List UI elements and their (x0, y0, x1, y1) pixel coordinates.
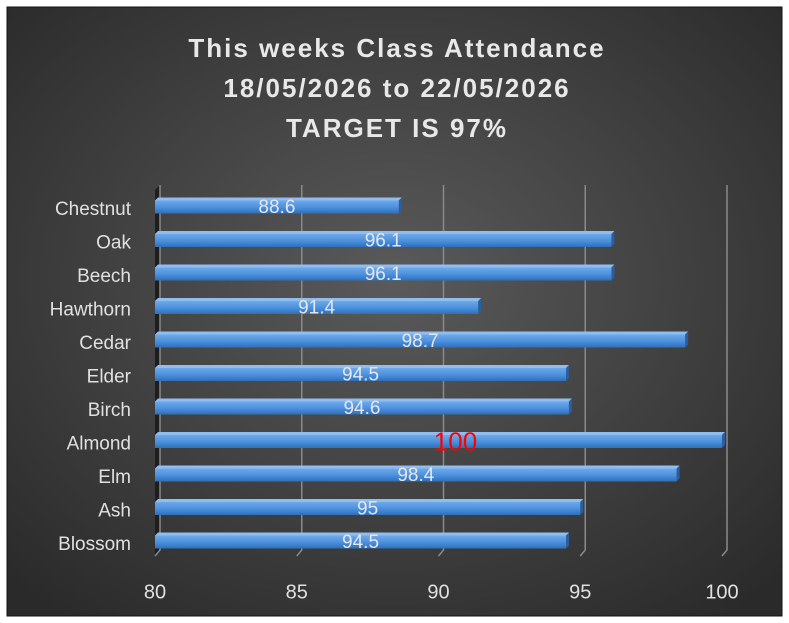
y-tick-label: Beech (77, 266, 131, 287)
bar-side (580, 499, 584, 515)
y-tick-label: Chestnut (55, 199, 132, 220)
bar-top (155, 264, 615, 268)
bar (155, 401, 569, 415)
bar-side (685, 331, 689, 348)
y-tick-label: Elm (98, 467, 131, 488)
y-tick-label: Cedar (79, 333, 131, 354)
data-label: 98.7 (402, 331, 439, 352)
bar-top (155, 532, 570, 536)
bar-top (155, 499, 584, 502)
x-tick-label: 90 (427, 581, 449, 603)
bar-top (155, 365, 570, 368)
bar-side (398, 197, 402, 214)
title: This weeks Class Attendance 18/05/2026 t… (188, 33, 605, 143)
x-tick-label: 95 (569, 581, 591, 603)
bar-side (566, 365, 570, 381)
bar-top (155, 465, 680, 469)
bar (155, 334, 686, 348)
bar-top (155, 197, 402, 201)
x-tick-label: 85 (286, 581, 308, 603)
y-tick-label: Ash (98, 501, 131, 522)
y-tick-label: Oak (96, 233, 131, 254)
title-line: This weeks Class Attendance (188, 33, 605, 63)
bar (155, 502, 581, 515)
bar-top (155, 231, 615, 234)
data-label: 88.6 (258, 197, 295, 218)
data-label: 94.6 (343, 398, 380, 419)
title-line: TARGET IS 97% (286, 113, 508, 143)
bar-side (676, 465, 680, 482)
bar-side (566, 532, 570, 549)
bar (155, 234, 612, 247)
grid-line (579, 185, 586, 557)
bar-side (568, 398, 572, 415)
data-label: 96.1 (365, 231, 402, 252)
bar-top (155, 331, 689, 335)
x-tick-label: 80 (144, 581, 166, 603)
bar-side (611, 231, 615, 247)
bar (155, 267, 612, 281)
grid-line (721, 185, 728, 557)
y-tick-label: Birch (88, 400, 131, 421)
data-label: 94.5 (342, 365, 379, 386)
data-label: 96.1 (365, 264, 402, 285)
bar-top (155, 432, 725, 435)
data-label: 98.4 (397, 465, 434, 486)
bar (155, 535, 567, 549)
data-label: 100 (434, 426, 477, 456)
bar (155, 435, 722, 448)
y-tick-label: Elder (87, 367, 132, 388)
bar-side (478, 298, 482, 314)
bar-side (722, 432, 725, 448)
bar-top (155, 298, 482, 301)
y-tick-label: Hawthorn (50, 300, 131, 321)
bar-side (611, 264, 615, 281)
bar (155, 301, 479, 314)
x-tick-label: 100 (705, 581, 738, 603)
data-label: 95 (357, 499, 378, 520)
bar (155, 468, 677, 482)
title-line: 18/05/2026 to 22/05/2026 (223, 73, 570, 103)
y-tick-label: Almond (67, 434, 131, 455)
bar (155, 200, 399, 214)
data-label: 94.5 (342, 532, 379, 553)
y-tick-label: Blossom (58, 534, 131, 555)
bar-top (155, 398, 572, 402)
bar (155, 368, 567, 381)
data-label: 91.4 (298, 298, 335, 319)
